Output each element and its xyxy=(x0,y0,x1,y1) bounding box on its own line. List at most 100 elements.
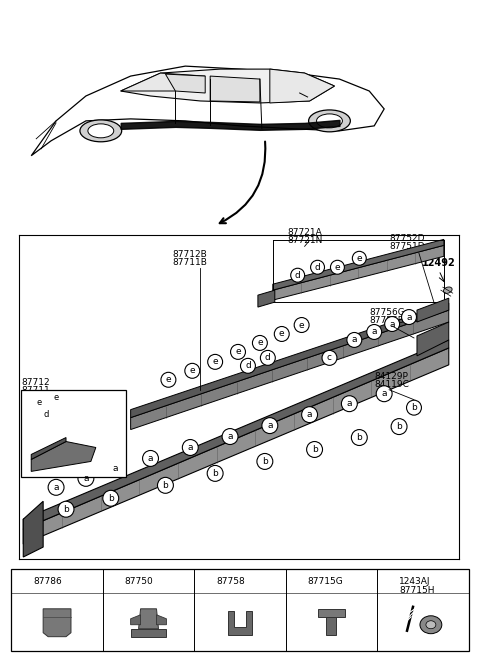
Text: e: e xyxy=(166,375,171,384)
Text: 87755B: 87755B xyxy=(369,316,404,325)
Circle shape xyxy=(322,350,337,365)
Circle shape xyxy=(402,310,417,325)
Polygon shape xyxy=(417,298,449,322)
Ellipse shape xyxy=(309,110,350,132)
Text: e: e xyxy=(235,348,241,356)
Text: b: b xyxy=(109,575,116,585)
Text: b: b xyxy=(411,403,417,412)
Polygon shape xyxy=(417,322,449,356)
Circle shape xyxy=(222,428,238,445)
Text: b: b xyxy=(262,457,268,466)
Circle shape xyxy=(240,358,255,373)
Polygon shape xyxy=(31,441,96,472)
Circle shape xyxy=(311,260,324,274)
Circle shape xyxy=(291,268,305,282)
Text: 1243AJ: 1243AJ xyxy=(399,577,431,586)
Text: e: e xyxy=(36,398,42,407)
Circle shape xyxy=(78,470,94,486)
Text: 87751D: 87751D xyxy=(389,242,425,251)
Text: e: e xyxy=(190,366,195,375)
Text: 87712B: 87712B xyxy=(172,251,207,259)
Circle shape xyxy=(274,327,289,341)
Text: 87752D: 87752D xyxy=(389,234,425,243)
Circle shape xyxy=(384,317,399,331)
Text: b: b xyxy=(163,481,168,490)
Text: e: e xyxy=(257,338,263,348)
Text: a: a xyxy=(53,483,59,492)
Text: a: a xyxy=(372,327,377,337)
Polygon shape xyxy=(23,340,449,529)
Text: 87756G: 87756G xyxy=(369,308,405,317)
Text: 87715H: 87715H xyxy=(399,586,434,595)
Text: e: e xyxy=(299,321,304,329)
Ellipse shape xyxy=(426,621,436,628)
Circle shape xyxy=(157,478,173,493)
Text: c: c xyxy=(202,575,207,585)
Circle shape xyxy=(48,480,64,495)
Polygon shape xyxy=(156,615,167,625)
Polygon shape xyxy=(120,69,335,103)
Text: a: a xyxy=(382,389,387,398)
Polygon shape xyxy=(43,609,71,637)
Text: a: a xyxy=(188,443,193,452)
Polygon shape xyxy=(210,76,260,102)
Ellipse shape xyxy=(444,287,452,293)
Polygon shape xyxy=(23,501,43,557)
Circle shape xyxy=(252,335,267,350)
Text: e: e xyxy=(53,393,59,402)
Text: b: b xyxy=(396,422,402,431)
Text: d: d xyxy=(315,263,321,272)
Polygon shape xyxy=(326,617,336,635)
Text: 84119C: 84119C xyxy=(374,380,409,389)
Polygon shape xyxy=(228,611,252,635)
Text: 87758: 87758 xyxy=(216,577,245,586)
Circle shape xyxy=(407,400,421,415)
Polygon shape xyxy=(166,74,205,93)
Circle shape xyxy=(161,373,176,387)
Text: a: a xyxy=(18,575,24,585)
Text: 87711B: 87711B xyxy=(172,258,207,267)
Circle shape xyxy=(352,251,366,265)
Circle shape xyxy=(260,350,276,365)
Circle shape xyxy=(288,573,302,587)
Circle shape xyxy=(40,409,52,420)
Text: a: a xyxy=(267,421,273,430)
Text: e: e xyxy=(212,358,218,366)
Text: 87721A: 87721A xyxy=(287,228,322,237)
Circle shape xyxy=(391,419,407,434)
Text: d: d xyxy=(295,271,300,279)
FancyBboxPatch shape xyxy=(12,569,468,651)
Circle shape xyxy=(307,441,323,457)
Circle shape xyxy=(33,397,45,409)
Polygon shape xyxy=(120,73,205,91)
Text: d: d xyxy=(44,410,49,419)
Circle shape xyxy=(182,440,198,455)
Text: c: c xyxy=(327,354,332,362)
Circle shape xyxy=(230,344,245,359)
Text: 87715G: 87715G xyxy=(308,577,343,586)
Ellipse shape xyxy=(80,120,122,142)
Circle shape xyxy=(108,461,124,476)
Text: b: b xyxy=(312,445,317,454)
Text: a: a xyxy=(406,312,412,321)
Polygon shape xyxy=(131,303,449,418)
Text: a: a xyxy=(351,335,357,344)
Text: d: d xyxy=(293,575,299,585)
Text: e: e xyxy=(279,329,285,338)
Text: 87711: 87711 xyxy=(21,386,50,395)
Circle shape xyxy=(347,333,362,348)
Polygon shape xyxy=(23,348,449,544)
Text: 87721N: 87721N xyxy=(287,236,322,245)
Text: 84129P: 84129P xyxy=(374,372,408,381)
Polygon shape xyxy=(273,239,444,290)
Circle shape xyxy=(58,501,74,517)
Text: e: e xyxy=(384,575,390,585)
Text: a: a xyxy=(148,454,153,463)
Text: e: e xyxy=(357,254,362,263)
Text: a: a xyxy=(347,400,352,408)
Circle shape xyxy=(14,573,28,587)
Circle shape xyxy=(197,573,211,587)
Circle shape xyxy=(50,392,62,403)
Circle shape xyxy=(367,325,382,339)
Text: 87712: 87712 xyxy=(21,378,50,387)
